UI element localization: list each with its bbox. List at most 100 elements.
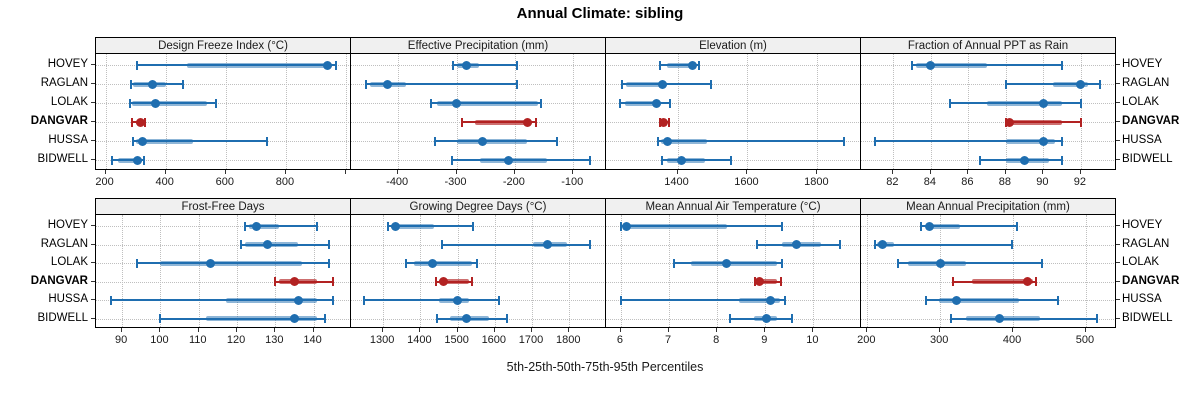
row-tick-left <box>91 280 95 282</box>
median-dot <box>765 295 775 305</box>
axis-tick <box>812 328 814 332</box>
whisker-cap <box>873 240 876 249</box>
axis-tick <box>224 170 226 174</box>
row-tick-left <box>91 225 95 226</box>
iqr-band <box>626 81 667 87</box>
whisker-cap <box>274 277 277 286</box>
whisker-cap <box>873 136 876 146</box>
whisker-cap <box>450 155 453 165</box>
whisker-cap <box>362 295 365 305</box>
gridline-h <box>861 122 1115 123</box>
axis-tick-label: -300 <box>444 176 467 188</box>
station-label-left: DANGVAR <box>30 274 88 287</box>
gridline-h <box>96 281 350 283</box>
axis-tick-label: 400 <box>155 176 174 188</box>
gridline-v <box>747 54 749 169</box>
station-label-right: LOLAK <box>1122 96 1160 108</box>
axis-tick <box>668 328 670 332</box>
whisker-cap <box>331 295 334 305</box>
gridline-v <box>813 215 815 327</box>
axis-tick-label: 600 <box>215 176 234 188</box>
median-dot <box>1020 155 1030 165</box>
range-line <box>658 140 844 142</box>
row-tick-left <box>91 64 95 65</box>
panel-plot <box>350 53 606 170</box>
iqr-band <box>925 223 960 229</box>
gridline-v <box>494 215 496 327</box>
whisker-cap <box>1098 79 1101 89</box>
panel-strip: Effective Precipitation (mm) <box>350 37 606 53</box>
row-tick-right <box>1116 102 1120 103</box>
axis-tick <box>619 328 621 332</box>
axis-tick-label: 84 <box>923 176 936 188</box>
axis-tick-label: 100 <box>150 334 169 346</box>
gridline-h <box>96 226 350 227</box>
panel-title: Mean Annual Air Temperature (°C) <box>645 200 821 213</box>
median-dot <box>452 98 462 108</box>
median-dot <box>622 221 632 231</box>
row-tick-right <box>1116 121 1120 122</box>
axis-tick <box>197 328 199 332</box>
gridline-v <box>456 54 458 169</box>
whisker-cap <box>132 136 135 146</box>
station-label-right: LOLAK <box>1122 256 1160 268</box>
row-tick-right <box>1116 243 1120 245</box>
axis-tick-label: 1700 <box>518 334 544 346</box>
whisker-cap <box>911 60 914 70</box>
axis-tick <box>1084 328 1086 332</box>
iqr-band <box>390 223 435 229</box>
axis-tick <box>967 170 969 174</box>
iqr-band <box>690 260 778 266</box>
axis-tick <box>397 170 399 174</box>
iqr-band <box>132 100 207 106</box>
gridline-v <box>160 215 162 327</box>
whisker-cap <box>433 136 436 146</box>
whisker-cap <box>386 221 389 231</box>
whisker-cap <box>327 258 330 268</box>
whisker-cap <box>710 79 713 89</box>
median-dot <box>289 277 299 286</box>
chart-title: Annual Climate: sibling <box>516 5 684 22</box>
panel-strip: Elevation (m) <box>605 37 861 53</box>
median-dot <box>137 136 147 146</box>
panel-strip: Design Freeze Index (°C) <box>95 37 351 53</box>
station-label-left: BIDWELL <box>37 311 89 324</box>
gridline-v <box>1005 54 1007 169</box>
whisker-cap <box>657 136 660 146</box>
iqr-band <box>660 138 707 144</box>
median-dot <box>657 79 667 89</box>
gridline-v <box>717 215 719 327</box>
whisker-cap <box>661 155 664 165</box>
whisker-cap <box>1010 240 1013 249</box>
whisker-cap <box>948 98 951 108</box>
axis-tick-label: 110 <box>188 334 207 346</box>
median-dot <box>263 240 273 249</box>
axis-tick-label: 1300 <box>369 334 395 346</box>
whisker-cap <box>668 98 671 108</box>
whisker-cap <box>1079 98 1082 108</box>
whisker-cap <box>535 117 538 127</box>
median-dot <box>136 117 146 127</box>
gridline-h <box>606 281 860 283</box>
axis-tick-label: 92 <box>1073 176 1086 188</box>
gridline-v <box>867 215 869 327</box>
median-dot <box>503 155 513 165</box>
whisker-cap <box>404 258 407 268</box>
gridline-h <box>96 122 350 123</box>
whisker-cap <box>697 60 700 70</box>
whisker-cap <box>781 221 784 231</box>
median-dot <box>1038 98 1048 108</box>
iqr-band <box>118 157 143 163</box>
axis-tick-label: 90 <box>1036 176 1049 188</box>
whisker-cap <box>756 240 759 249</box>
median-dot <box>1038 136 1048 146</box>
station-label-right: BIDWELL <box>1122 311 1173 324</box>
station-label-right: DANGVAR <box>1122 115 1180 127</box>
gridline-v <box>275 215 277 327</box>
axis-tick-label: 90 <box>115 334 128 346</box>
whisker-cap <box>452 60 455 70</box>
iqr-band <box>666 62 697 68</box>
gridline-h <box>96 244 350 246</box>
whisker-cap <box>781 258 784 268</box>
station-label-left: LOLAK <box>50 256 88 268</box>
